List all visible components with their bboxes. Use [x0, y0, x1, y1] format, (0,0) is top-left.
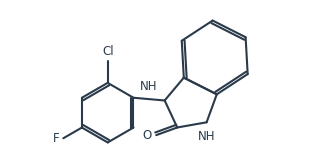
Text: NH: NH: [198, 130, 215, 143]
Text: NH: NH: [140, 80, 158, 93]
Text: Cl: Cl: [102, 45, 114, 58]
Text: O: O: [143, 129, 152, 142]
Text: F: F: [53, 132, 60, 145]
